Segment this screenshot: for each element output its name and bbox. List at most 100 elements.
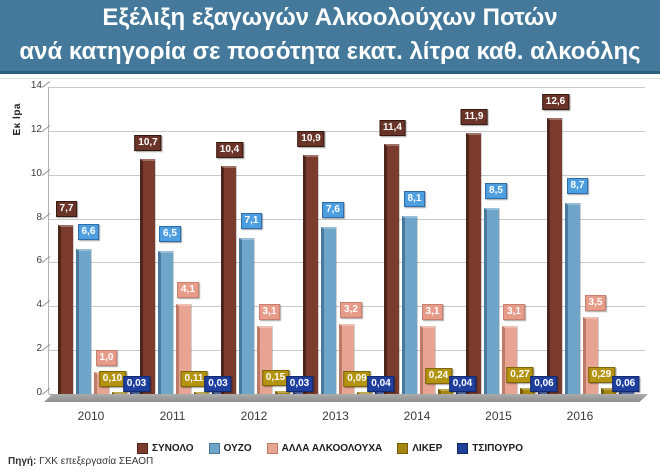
bar-value-label: 3,2 bbox=[340, 301, 362, 318]
bar-ΤΣΙΠΟΥΡΟ bbox=[130, 391, 145, 394]
x-tick-label: 2016 bbox=[566, 409, 594, 423]
bar-ΑΛΛΑ ΑΛΚΟΟΛΟΥΧΑ bbox=[501, 326, 517, 394]
bar-value-label: 7,7 bbox=[55, 201, 78, 218]
chart-floor bbox=[44, 394, 648, 402]
gridline bbox=[49, 174, 645, 176]
bar-value-label: 8,1 bbox=[403, 191, 426, 208]
bar-ΟΥΖΟ bbox=[320, 227, 336, 394]
y-tick-label: 8 bbox=[36, 211, 42, 223]
bar-ΤΣΙΠΟΥΡΟ bbox=[456, 391, 471, 394]
bar-value-label: 8,7 bbox=[566, 178, 589, 195]
bar-ΟΥΖΟ bbox=[157, 251, 173, 394]
bar-value-label: 0,04 bbox=[367, 375, 395, 392]
bar-value-label: 8,5 bbox=[485, 182, 507, 199]
bar-ΟΥΖΟ bbox=[483, 207, 499, 394]
legend-label: ΟΥΖΟ bbox=[223, 443, 252, 454]
gridline bbox=[49, 87, 645, 88]
x-tick-label: 2014 bbox=[403, 409, 431, 423]
legend-item: ΤΣΙΠΟΥΡΟ bbox=[457, 443, 523, 454]
plot-area: 0 2 4 6 8 10 12 14 7,7 6,6 1,0 0,10 0,03 10,7 6,5 4,1 0,… bbox=[31, 80, 648, 402]
bar-ΣΥΝΟΛΟ bbox=[547, 117, 562, 394]
bar-ΟΥΖΟ bbox=[565, 203, 580, 394]
legend-label: ΑΛΛΑ ΑΛΚΟΟΛΟΥΧΑ bbox=[281, 443, 383, 454]
legend-swatch bbox=[208, 443, 220, 454]
bar-value-label: 10,7 bbox=[134, 135, 162, 152]
bar-value-label: 0,06 bbox=[611, 375, 640, 392]
bar-ΛΙΚΕΡ bbox=[356, 391, 372, 394]
y-tick-label: 14 bbox=[30, 80, 42, 91]
bar-ΑΛΛΑ ΑΛΚΟΟΛΟΥΧΑ bbox=[420, 326, 435, 394]
bar-value-label: 11,9 bbox=[460, 109, 488, 126]
bar-value-label: 10,4 bbox=[215, 141, 244, 158]
bar-value-label: 0,09 bbox=[343, 370, 371, 387]
bar-value-label: 4,1 bbox=[177, 282, 199, 299]
legend-item: ΣΥΝΟΛΟ bbox=[136, 443, 194, 454]
legend-label: ΛΙΚΕΡ bbox=[412, 443, 443, 454]
x-tick-label: 2010 bbox=[77, 409, 105, 423]
source-text: ΓΧΚ επεξεργασία ΣΕΑΟΠ bbox=[36, 456, 154, 467]
bar-ΤΣΙΠΟΥΡΟ bbox=[293, 391, 308, 394]
legend-swatch bbox=[397, 443, 409, 454]
bar-value-label: 6,5 bbox=[159, 226, 181, 243]
chart-title-banner: Εξέλιξη εξαγωγών Αλκοολούχων Ποτών ανά κ… bbox=[0, 0, 660, 74]
bar-value-label: 0,27 bbox=[506, 367, 534, 384]
bar-value-label: 7,6 bbox=[322, 202, 344, 219]
legend-label: ΣΥΝΟΛΟ bbox=[151, 443, 194, 454]
bar-value-label: 0,03 bbox=[204, 375, 232, 392]
legend-item: ΟΥΖΟ bbox=[208, 443, 252, 454]
legend: ΣΥΝΟΛΟ ΟΥΖΟ ΑΛΛΑ ΑΛΚΟΟΛΟΥΧΑ ΛΙΚΕΡ ΤΣΙΠΟΥΡΟ bbox=[0, 443, 660, 454]
bar-ΛΙΚΕΡ bbox=[438, 388, 453, 394]
bar-ΣΥΝΟΛΟ bbox=[221, 165, 236, 394]
bar-ΛΙΚΕΡ bbox=[112, 391, 127, 394]
gridline bbox=[49, 262, 645, 264]
y-tick-label: 12 bbox=[30, 123, 42, 135]
chart-title-line1: Εξέλιξη εξαγωγών Αλκοολούχων Ποτών bbox=[102, 4, 558, 31]
x-tick-label: 2011 bbox=[159, 409, 186, 423]
bar-ΤΣΙΠΟΥΡΟ bbox=[211, 391, 227, 394]
bar-value-label: 3,5 bbox=[584, 295, 607, 312]
bar-value-label: 0,04 bbox=[448, 375, 477, 392]
bar-ΣΥΝΟΛΟ bbox=[384, 144, 399, 394]
bar-value-label: 1,0 bbox=[95, 350, 118, 367]
y-tick-label: 4 bbox=[36, 299, 42, 311]
legend-item: ΛΙΚΕΡ bbox=[397, 443, 442, 454]
bar-value-label: 3,1 bbox=[503, 304, 525, 321]
bar-value-label: 0,03 bbox=[122, 375, 151, 392]
x-tick-label: 2013 bbox=[322, 409, 349, 423]
x-tick-label: 2012 bbox=[240, 409, 268, 423]
legend-swatch bbox=[457, 443, 469, 454]
bar-ΣΥΝΟΛΟ bbox=[302, 154, 318, 394]
bar-ΟΥΖΟ bbox=[239, 238, 254, 394]
y-tick-label: 6 bbox=[36, 255, 42, 267]
bar-ΤΣΙΠΟΥΡΟ bbox=[374, 391, 390, 394]
bar-value-label: 11,4 bbox=[379, 120, 406, 137]
bar-ΛΙΚΕΡ bbox=[193, 391, 209, 394]
y-tick-label: 10 bbox=[30, 167, 42, 179]
x-tick-label: 2015 bbox=[485, 409, 512, 423]
chart-title-line2: ανά κατηγορία σε ποσότητα εκατ. λίτρα κα… bbox=[19, 38, 641, 65]
bar-value-label: 6,6 bbox=[77, 224, 100, 241]
bar-ΤΣΙΠΟΥΡΟ bbox=[537, 391, 553, 394]
bar-ΟΥΖΟ bbox=[402, 216, 417, 394]
bar-ΣΥΝΟΛΟ bbox=[58, 225, 73, 394]
bar-ΤΣΙΠΟΥΡΟ bbox=[619, 391, 634, 394]
chart-area: Εκ lpa 0 2 4 6 8 10 12 14 7,7 6,6 1,0 0,10 0,03 10,7 6… bbox=[0, 78, 660, 474]
bar-value-label: 0,29 bbox=[587, 366, 616, 383]
y-tick-label: 0 bbox=[36, 387, 42, 398]
source-note: Πηγή: ΓΧΚ επεξεργασία ΣΕΑΟΠ bbox=[8, 456, 153, 467]
legend-swatch bbox=[266, 443, 278, 454]
bar-value-label: 0,06 bbox=[530, 375, 558, 392]
bar-ΣΥΝΟΛΟ bbox=[139, 159, 155, 394]
bar-ΣΥΝΟΛΟ bbox=[465, 133, 481, 394]
bar-ΟΥΖΟ bbox=[76, 249, 91, 394]
gridline bbox=[49, 218, 645, 220]
bar-value-label: 3,1 bbox=[421, 304, 444, 321]
bar-ΛΙΚΕΡ bbox=[519, 388, 535, 394]
gridline bbox=[49, 130, 645, 132]
bar-value-label: 7,1 bbox=[240, 213, 263, 230]
y-tick-label: 2 bbox=[36, 343, 42, 355]
legend-item: ΑΛΛΑ ΑΛΚΟΟΛΟΥΧΑ bbox=[266, 443, 383, 454]
bar-value-label: 10,9 bbox=[297, 130, 325, 147]
legend-label: ΤΣΙΠΟΥΡΟ bbox=[472, 443, 523, 454]
bar-value-label: 0,03 bbox=[285, 375, 314, 392]
